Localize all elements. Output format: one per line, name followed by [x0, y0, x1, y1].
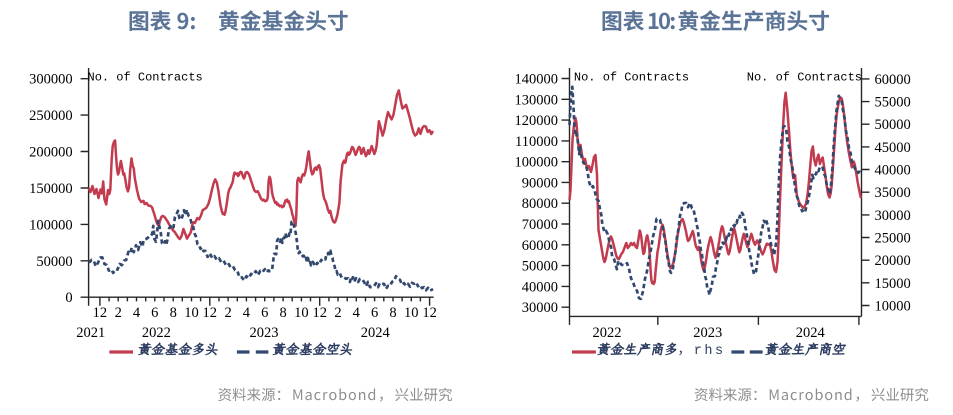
svg-text:No. of Contracts: No. of Contracts [88, 70, 203, 84]
svg-text:50000: 50000 [522, 259, 558, 275]
svg-text:80000: 80000 [522, 196, 558, 212]
svg-text:8: 8 [170, 305, 177, 321]
svg-text:100000: 100000 [29, 217, 73, 233]
svg-text:140000: 140000 [515, 72, 559, 88]
svg-text:No. of Contracts: No. of Contracts [574, 70, 689, 84]
svg-text:0: 0 [65, 290, 72, 306]
svg-text:60000: 60000 [875, 72, 911, 88]
svg-text:8: 8 [279, 305, 286, 321]
svg-text:100000: 100000 [515, 155, 559, 171]
svg-text:rhs: rhs [694, 344, 726, 359]
svg-text:8: 8 [389, 305, 396, 321]
svg-text:6: 6 [151, 305, 158, 321]
svg-text:6: 6 [261, 305, 268, 321]
svg-text:12: 12 [312, 305, 327, 321]
svg-text:30000: 30000 [875, 208, 911, 224]
svg-text:30000: 30000 [522, 300, 558, 316]
svg-text:200000: 200000 [29, 145, 73, 161]
svg-text:2022: 2022 [593, 325, 622, 341]
svg-text:12: 12 [422, 305, 437, 321]
svg-text:2022: 2022 [142, 325, 171, 341]
svg-text:55000: 55000 [875, 95, 911, 111]
svg-text:12: 12 [203, 305, 218, 321]
svg-text:4: 4 [243, 305, 251, 321]
svg-text:60000: 60000 [522, 238, 558, 254]
svg-text:10000: 10000 [875, 299, 911, 315]
svg-text:2021: 2021 [76, 325, 105, 341]
svg-text:130000: 130000 [515, 92, 559, 108]
svg-text:15000: 15000 [875, 276, 911, 292]
svg-text:4: 4 [353, 305, 361, 321]
svg-text:2023: 2023 [250, 325, 279, 341]
svg-text:25000: 25000 [875, 231, 911, 247]
svg-text:4: 4 [133, 305, 141, 321]
svg-text:2: 2 [115, 305, 122, 321]
svg-text:250000: 250000 [29, 108, 73, 124]
svg-text:No. of Contracts: No. of Contracts [747, 70, 862, 84]
svg-text:10: 10 [294, 305, 309, 321]
svg-text:12: 12 [93, 305, 108, 321]
svg-text:2024: 2024 [796, 325, 826, 341]
svg-text:2: 2 [224, 305, 231, 321]
svg-text:2: 2 [334, 305, 341, 321]
svg-text:20000: 20000 [875, 253, 911, 269]
svg-text:45000: 45000 [875, 140, 911, 156]
svg-text:300000: 300000 [29, 72, 73, 88]
svg-text:50000: 50000 [36, 254, 72, 270]
svg-text:40000: 40000 [522, 279, 558, 295]
svg-text:2024: 2024 [361, 325, 391, 341]
svg-text:35000: 35000 [875, 185, 911, 201]
svg-text:70000: 70000 [522, 217, 558, 233]
svg-text:120000: 120000 [515, 113, 559, 129]
svg-text:50000: 50000 [875, 117, 911, 133]
svg-text:150000: 150000 [29, 181, 73, 197]
svg-text:40000: 40000 [875, 163, 911, 179]
svg-text:10: 10 [404, 305, 419, 321]
svg-text:10: 10 [184, 305, 199, 321]
svg-text:2023: 2023 [693, 325, 722, 341]
svg-text:6: 6 [371, 305, 378, 321]
svg-text:90000: 90000 [522, 175, 558, 191]
svg-text:110000: 110000 [515, 134, 558, 150]
